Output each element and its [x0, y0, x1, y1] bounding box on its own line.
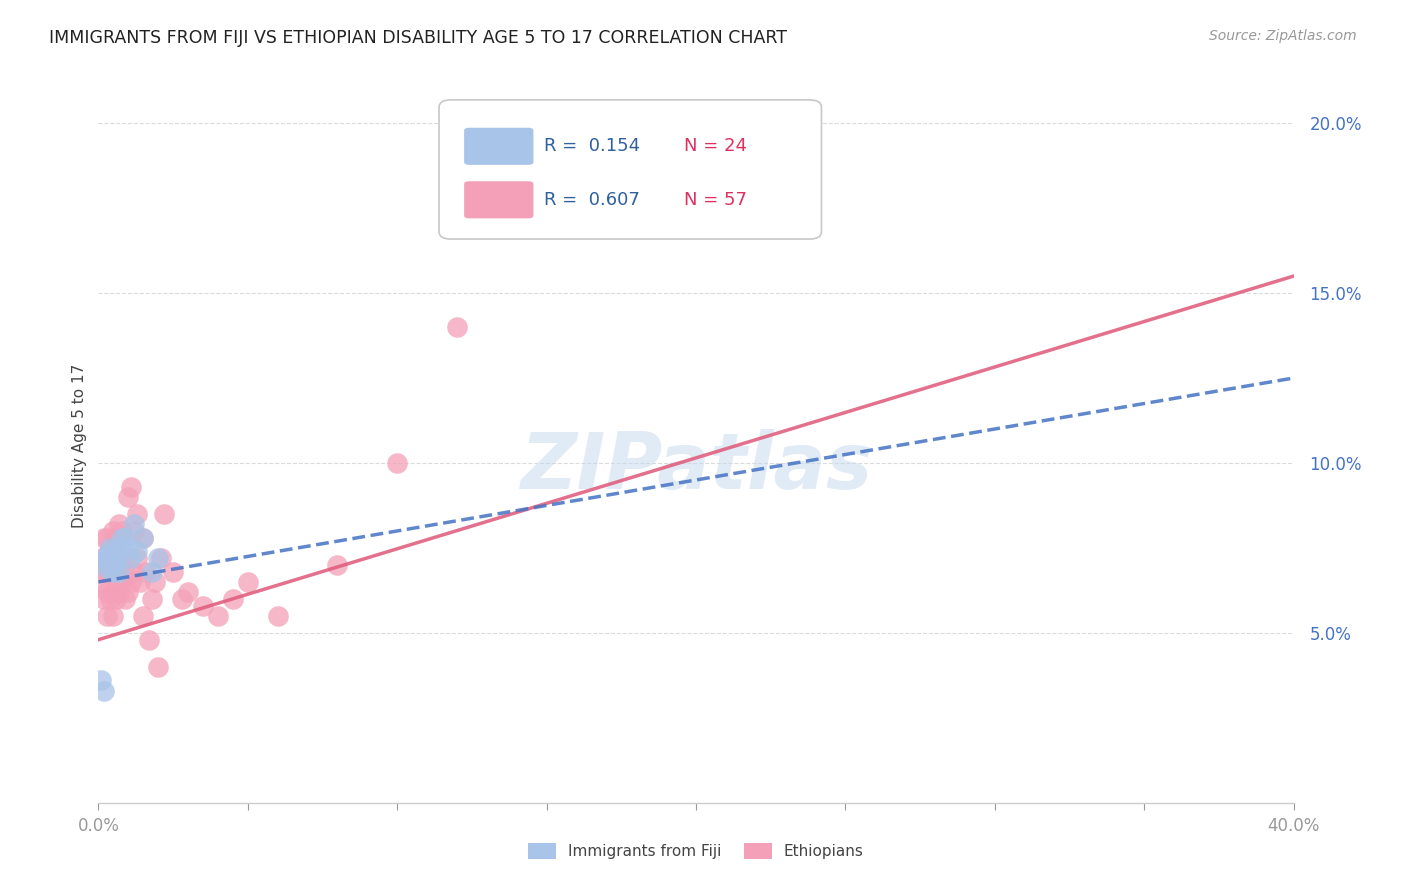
Point — [132, 608, 155, 623]
Point — [132, 531, 155, 545]
Point — [103, 524, 125, 538]
Point — [93, 555, 115, 569]
Point — [93, 531, 115, 545]
Text: ZIPatlas: ZIPatlas — [520, 429, 872, 506]
Point — [108, 541, 131, 555]
Point — [93, 683, 115, 698]
Legend: Immigrants from Fiji, Ethiopians: Immigrants from Fiji, Ethiopians — [520, 835, 872, 866]
Point — [103, 544, 125, 558]
Point — [385, 456, 409, 470]
Point — [127, 551, 149, 566]
Point — [93, 565, 115, 579]
Text: N = 57: N = 57 — [685, 191, 747, 209]
Point — [93, 591, 115, 606]
Text: IMMIGRANTS FROM FIJI VS ETHIOPIAN DISABILITY AGE 5 TO 17 CORRELATION CHART: IMMIGRANTS FROM FIJI VS ETHIOPIAN DISABI… — [49, 29, 787, 46]
Point — [108, 517, 131, 532]
Point — [153, 507, 176, 521]
Point — [143, 574, 166, 589]
Point — [127, 544, 149, 558]
Point — [120, 480, 142, 494]
Point — [177, 585, 200, 599]
Point — [114, 591, 136, 606]
Point — [141, 591, 163, 606]
Point — [124, 517, 146, 532]
Point — [207, 608, 229, 623]
Y-axis label: Disability Age 5 to 17: Disability Age 5 to 17 — [72, 364, 87, 528]
Point — [108, 558, 131, 572]
Text: R =  0.607: R = 0.607 — [544, 191, 640, 209]
Point — [267, 608, 290, 623]
Point — [96, 558, 118, 572]
Point — [103, 544, 125, 558]
Point — [120, 551, 142, 566]
Point — [162, 565, 184, 579]
Point — [446, 320, 468, 334]
Point — [141, 565, 163, 579]
Point — [111, 551, 134, 566]
Point — [105, 551, 128, 566]
FancyBboxPatch shape — [439, 100, 821, 239]
Point — [103, 565, 125, 579]
Point — [124, 524, 146, 538]
Point — [98, 591, 122, 606]
Point — [127, 507, 149, 521]
Point — [96, 551, 118, 566]
Point — [114, 565, 136, 579]
Point — [150, 551, 173, 566]
Point — [105, 555, 128, 569]
Point — [326, 558, 349, 572]
Point — [117, 585, 139, 599]
Point — [96, 585, 118, 599]
Point — [117, 541, 139, 555]
Point — [103, 558, 125, 572]
Point — [105, 531, 128, 545]
Point — [132, 531, 155, 545]
Point — [120, 574, 142, 589]
Point — [117, 490, 139, 504]
Point — [98, 541, 122, 555]
Point — [90, 574, 112, 589]
Point — [103, 585, 125, 599]
Point — [90, 673, 112, 688]
Point — [103, 608, 125, 623]
Point — [98, 541, 122, 555]
Point — [105, 548, 128, 562]
Point — [98, 565, 122, 579]
Text: Source: ZipAtlas.com: Source: ZipAtlas.com — [1209, 29, 1357, 43]
Point — [172, 591, 194, 606]
Point — [114, 531, 136, 545]
Point — [135, 565, 157, 579]
Point — [98, 551, 122, 566]
Point — [236, 574, 259, 589]
Point — [148, 660, 170, 674]
Point — [96, 561, 118, 575]
Point — [105, 591, 128, 606]
Point — [148, 551, 170, 566]
Point — [103, 565, 125, 579]
Point — [96, 548, 118, 562]
Text: N = 24: N = 24 — [685, 137, 747, 155]
Point — [111, 574, 134, 589]
Point — [96, 531, 118, 545]
Point — [129, 574, 152, 589]
Point — [108, 565, 131, 579]
Point — [108, 585, 131, 599]
FancyBboxPatch shape — [464, 181, 533, 219]
Point — [111, 531, 134, 545]
FancyBboxPatch shape — [464, 128, 533, 165]
Point — [138, 632, 160, 647]
Text: R =  0.154: R = 0.154 — [544, 137, 640, 155]
Point — [222, 591, 245, 606]
Point — [124, 565, 146, 579]
Point — [90, 551, 112, 566]
Point — [191, 599, 214, 613]
Point — [96, 608, 118, 623]
Point — [111, 524, 134, 538]
